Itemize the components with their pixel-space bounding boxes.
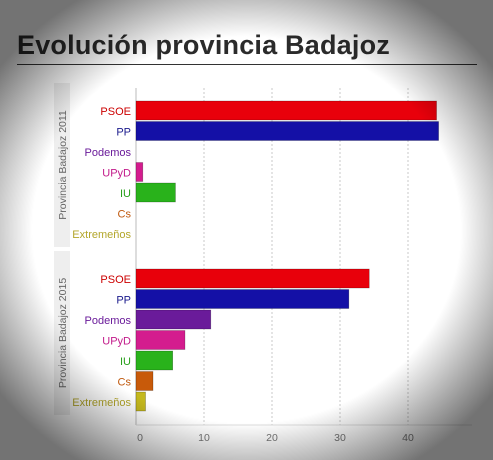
bar-upyd bbox=[135, 330, 186, 350]
category-label: PP bbox=[116, 295, 131, 307]
x-tick-label: 40 bbox=[402, 432, 414, 444]
category-label: Podemos bbox=[85, 315, 132, 327]
bar-iu bbox=[135, 182, 176, 203]
category-label: PSOE bbox=[100, 106, 131, 118]
category-label: Cs bbox=[118, 377, 132, 389]
bar-iu bbox=[135, 350, 174, 371]
x-tick-label: 20 bbox=[266, 432, 278, 444]
bar-psoe bbox=[135, 100, 437, 121]
x-tick-label: 0 bbox=[137, 432, 143, 444]
category-label: Extremeños bbox=[72, 229, 131, 241]
bar-psoe bbox=[135, 268, 370, 289]
category-label: PP bbox=[116, 127, 131, 139]
category-label: Extremeños bbox=[72, 397, 131, 409]
x-tick-label: 30 bbox=[334, 432, 346, 444]
category-label: PSOE bbox=[100, 274, 131, 286]
group-label: Provincia Badajoz 2015 bbox=[57, 278, 69, 388]
category-label: IU bbox=[120, 356, 131, 368]
bar-extremeños bbox=[135, 391, 146, 412]
bar-pp bbox=[135, 289, 350, 309]
bar-pp bbox=[135, 121, 439, 141]
group-label: Provincia Badajoz 2011 bbox=[57, 110, 69, 220]
category-label: Cs bbox=[118, 209, 132, 221]
bar-upyd bbox=[135, 162, 144, 182]
x-tick-label: 10 bbox=[198, 432, 210, 444]
category-label: IU bbox=[120, 188, 131, 200]
category-label: UPyD bbox=[102, 168, 131, 180]
bar-cs bbox=[135, 371, 154, 391]
category-label: UPyD bbox=[102, 336, 131, 348]
bar-podemos bbox=[135, 309, 212, 330]
category-label: Podemos bbox=[85, 147, 132, 159]
